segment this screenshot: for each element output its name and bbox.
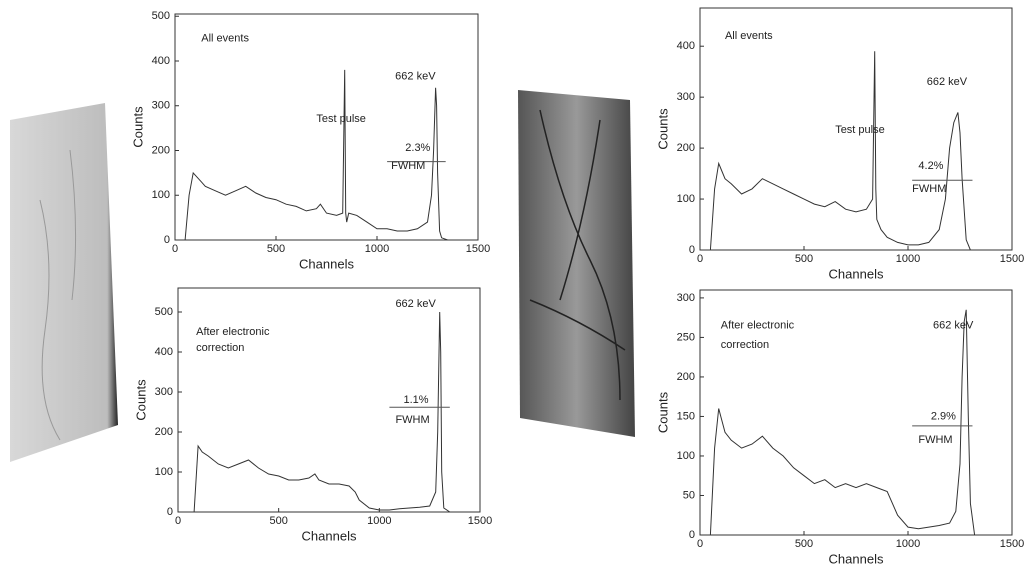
- x-tick-label: 1500: [1000, 253, 1024, 265]
- y-tick-label: 0: [167, 506, 173, 518]
- y-tick-label: 100: [677, 193, 695, 205]
- x-tick-label: 1500: [468, 515, 492, 527]
- x-axis-label: Channels: [829, 266, 884, 281]
- y-tick-label: 200: [152, 144, 170, 156]
- x-tick-label: 500: [269, 515, 287, 527]
- y-axis-label: Counts: [130, 106, 145, 148]
- y-axis-label: Counts: [655, 391, 670, 433]
- x-tick-label: 500: [795, 253, 813, 265]
- annotation: Test pulse: [835, 124, 885, 136]
- annotation: FWHM: [391, 160, 425, 172]
- x-tick-label: 0: [697, 538, 703, 550]
- plot-frame: [699, 289, 1013, 536]
- x-axis-label: Channels: [829, 551, 884, 566]
- plot-frame: [699, 7, 1013, 251]
- x-tick-label: 500: [795, 538, 813, 550]
- x-tick-label: 500: [267, 243, 285, 255]
- annotation: 1.1%: [403, 394, 428, 406]
- y-tick-label: 200: [677, 371, 695, 383]
- annotation: 662 keV: [927, 76, 968, 88]
- y-tick-label: 500: [155, 306, 173, 318]
- x-tick-label: 1000: [896, 538, 920, 550]
- spectrum-line: [184, 69, 448, 241]
- y-tick-label: 400: [152, 55, 170, 67]
- annotation: Test pulse: [316, 113, 366, 125]
- annotation: 662 keV: [395, 298, 436, 310]
- x-tick-label: 1000: [896, 253, 920, 265]
- x-tick-label: 1500: [1000, 538, 1024, 550]
- y-tick-label: 150: [677, 410, 695, 422]
- y-tick-label: 200: [155, 426, 173, 438]
- y-tick-label: 300: [677, 91, 695, 103]
- annotation: All events: [201, 33, 249, 45]
- spectrum-line: [709, 309, 976, 536]
- y-tick-label: 400: [155, 346, 173, 358]
- spectrum-line: [193, 311, 451, 513]
- annotation: correction: [721, 339, 769, 351]
- annotation: 2.3%: [405, 142, 430, 154]
- y-tick-label: 50: [683, 489, 695, 501]
- annotation: FWHM: [395, 414, 429, 426]
- y-tick-label: 100: [155, 466, 173, 478]
- annotation: 662 keV: [933, 319, 974, 331]
- y-tick-label: 0: [164, 234, 170, 246]
- y-tick-label: 400: [677, 40, 695, 52]
- annotation: FWHM: [918, 434, 952, 446]
- annotation: 662 keV: [395, 71, 436, 83]
- x-tick-label: 0: [175, 515, 181, 527]
- plot-frame: [177, 287, 481, 513]
- y-tick-label: 250: [677, 331, 695, 343]
- y-tick-label: 300: [152, 100, 170, 112]
- x-axis-label: Channels: [299, 256, 354, 271]
- annotation: After electronic: [721, 319, 795, 331]
- y-axis-label: Counts: [133, 379, 148, 421]
- y-tick-label: 200: [677, 142, 695, 154]
- chart: 0 500 1000 1500 0 100 200 300 400 Channels Counts A…: [655, 7, 1024, 281]
- x-tick-label: 1000: [365, 243, 389, 255]
- annotation: 4.2%: [918, 160, 943, 172]
- y-tick-label: 0: [689, 529, 695, 541]
- chart: 0 500 1000 1500 0 50 100 150 200 250 300 Channels Co…: [655, 289, 1024, 566]
- annotation: FWHM: [912, 183, 946, 195]
- plot-frame: [174, 13, 479, 241]
- y-tick-label: 500: [152, 10, 170, 22]
- y-tick-label: 0: [689, 244, 695, 256]
- y-tick-label: 100: [152, 189, 170, 201]
- y-tick-label: 300: [155, 386, 173, 398]
- x-tick-label: 0: [697, 253, 703, 265]
- annotation: All events: [725, 30, 773, 42]
- y-axis-label: Counts: [655, 108, 670, 150]
- crystal-image-left: [10, 103, 118, 462]
- chart: 0 500 1000 1500 0 100 200 300 400 500 Channels Coun…: [130, 10, 490, 271]
- annotation: 2.9%: [931, 410, 956, 422]
- y-tick-label: 300: [677, 292, 695, 304]
- x-tick-label: 1500: [466, 243, 490, 255]
- x-tick-label: 0: [172, 243, 178, 255]
- chart: 0 500 1000 1500 0 100 200 300 400 500 Channels Coun…: [133, 287, 492, 543]
- spectrum-line: [709, 51, 971, 251]
- crystal-image-right: [518, 90, 635, 437]
- annotation: After electronic: [196, 326, 270, 338]
- y-tick-label: 100: [677, 450, 695, 462]
- x-axis-label: Channels: [302, 528, 357, 543]
- x-tick-label: 1000: [367, 515, 391, 527]
- annotation: correction: [196, 342, 244, 354]
